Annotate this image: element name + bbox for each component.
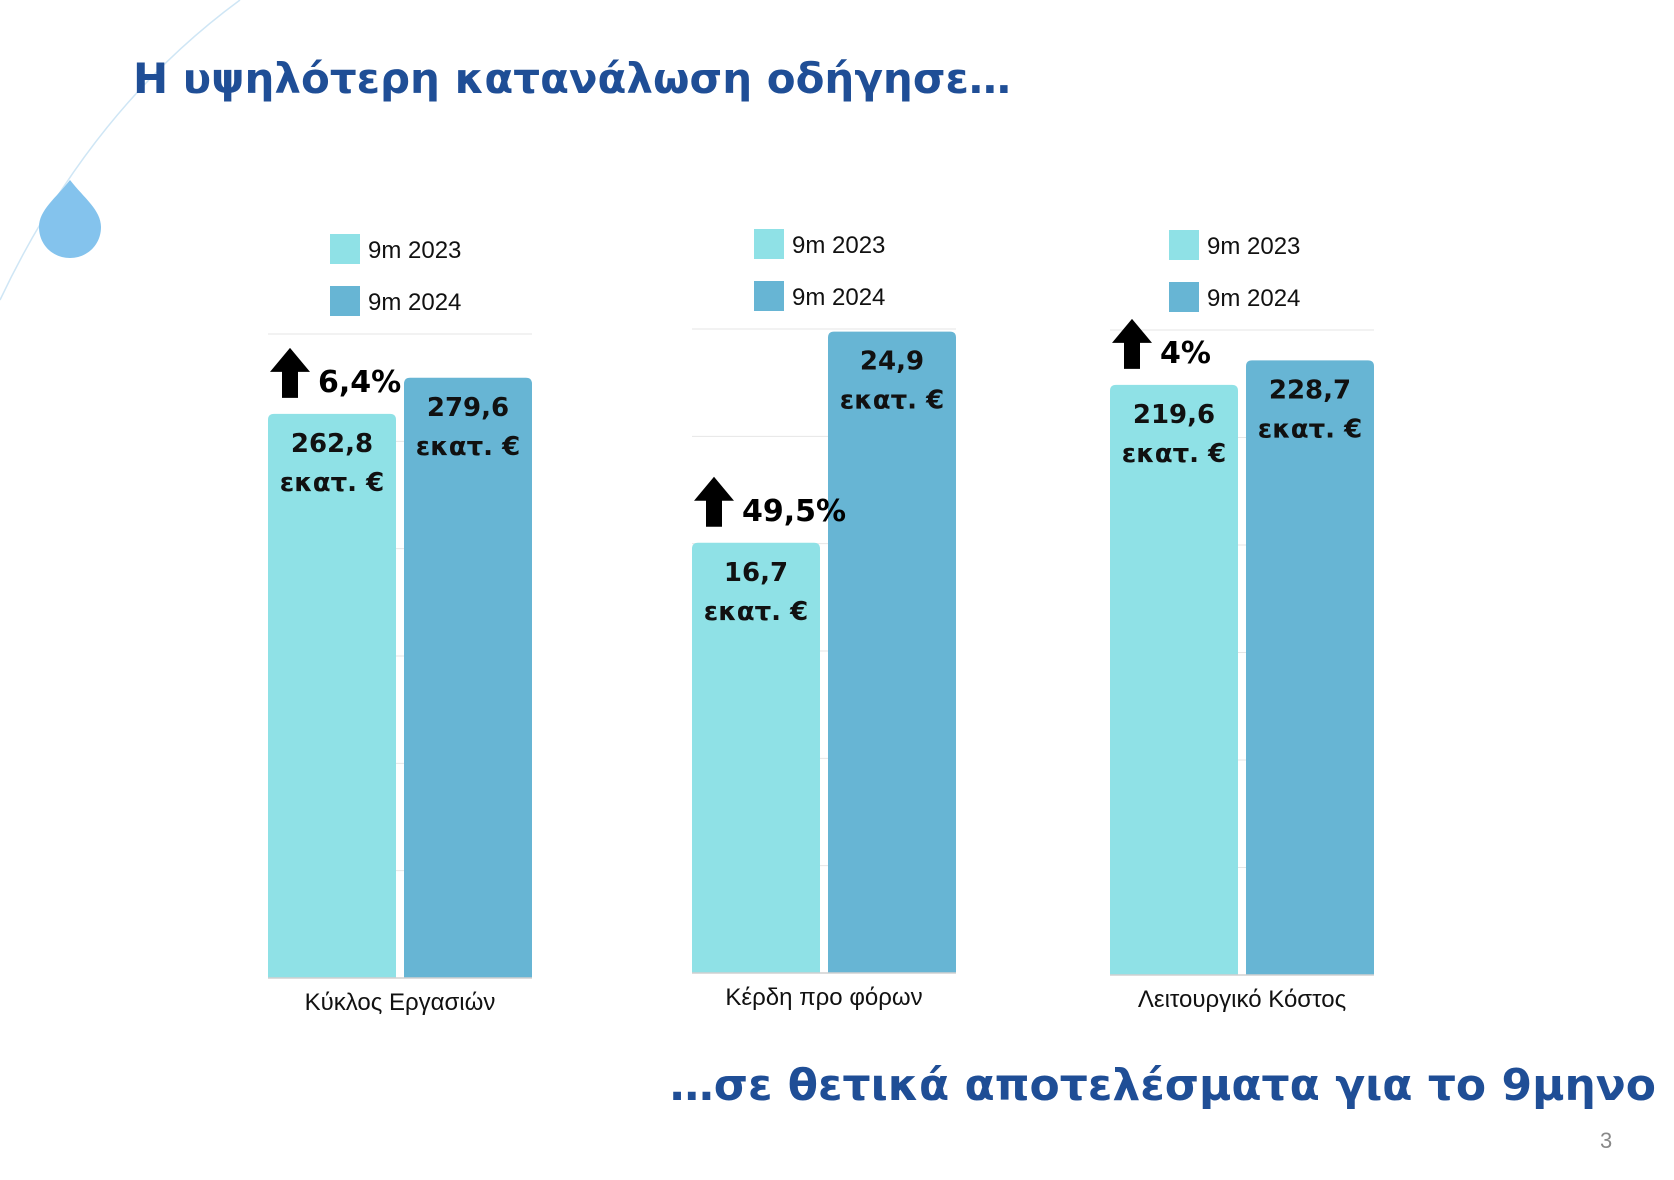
percent-change-label: 6,4%	[318, 365, 401, 400]
category-label: Κύκλος Εργασιών	[305, 989, 496, 1016]
page-title: Η υψηλότερη κατανάλωση οδήγησε…	[133, 54, 1011, 103]
decorative-arc	[0, 0, 241, 301]
bar-value-label: 24,9	[860, 347, 924, 377]
water-drop-icon	[39, 180, 101, 258]
conclusion-heading: …σε θετικά αποτελέσματα για το 9μηνο	[669, 1060, 1656, 1111]
legend-swatch-2024	[330, 286, 360, 316]
legend-label: 9m 2023	[368, 237, 461, 264]
legend-swatch-2024	[754, 281, 784, 311]
legend-swatch-2023	[1169, 230, 1199, 260]
bar-value-label: 219,6	[1133, 400, 1215, 430]
bar-value-label: εκατ. €	[840, 386, 944, 416]
up-arrow-icon	[1112, 318, 1152, 369]
bar-2024	[404, 377, 532, 978]
page-number: 3	[1600, 1128, 1613, 1153]
legend-label: 9m 2024	[1207, 285, 1300, 312]
bar-value-label: 262,8	[291, 429, 373, 459]
bar-value-label: εκατ. €	[280, 468, 384, 498]
bar-value-label: 279,6	[427, 393, 509, 423]
chart-revenue: 9m 2023 9m 2024 262,8 εκατ. € 279,6 εκατ. € Κύ…	[268, 234, 532, 1016]
bar-value-label: 16,7	[724, 558, 788, 588]
percent-change-label: 49,5%	[742, 494, 846, 529]
legend-swatch-2023	[330, 234, 360, 264]
legend-label: 9m 2023	[792, 232, 885, 259]
bar-value-label: εκατ. €	[1258, 414, 1362, 444]
percent-change-label: 4%	[1160, 336, 1211, 371]
category-label: Λειτουργικό Κόστος	[1138, 986, 1346, 1013]
bar-2023	[692, 542, 820, 973]
legend-swatch-2024	[1169, 282, 1199, 312]
legend-swatch-2023	[754, 229, 784, 259]
bar-2024	[828, 331, 956, 973]
bar-2024	[1246, 360, 1374, 975]
bar-value-label: εκατ. €	[704, 597, 808, 627]
bar-value-label: εκατ. €	[416, 432, 520, 462]
bar-value-label: 228,7	[1269, 375, 1351, 405]
category-label: Κέρδη προ φόρων	[725, 984, 922, 1011]
legend-label: 9m 2024	[368, 289, 461, 316]
chart-profit-before-tax: 9m 2023 9m 2024 16,7 εκατ. € 24,9 εκατ. € Κέρδ…	[692, 229, 956, 1011]
up-arrow-icon	[694, 476, 734, 527]
chart-operating-cost: 9m 2023 9m 2024 219,6 εκατ. € 228,7 εκατ. € Λε…	[1110, 230, 1374, 1013]
up-arrow-icon	[270, 347, 310, 398]
legend-label: 9m 2024	[792, 284, 885, 311]
legend-label: 9m 2023	[1207, 233, 1300, 260]
bar-value-label: εκατ. €	[1122, 439, 1226, 469]
bar-2023	[268, 413, 396, 979]
decorative-background	[0, 0, 241, 301]
bar-2023	[1110, 384, 1238, 975]
